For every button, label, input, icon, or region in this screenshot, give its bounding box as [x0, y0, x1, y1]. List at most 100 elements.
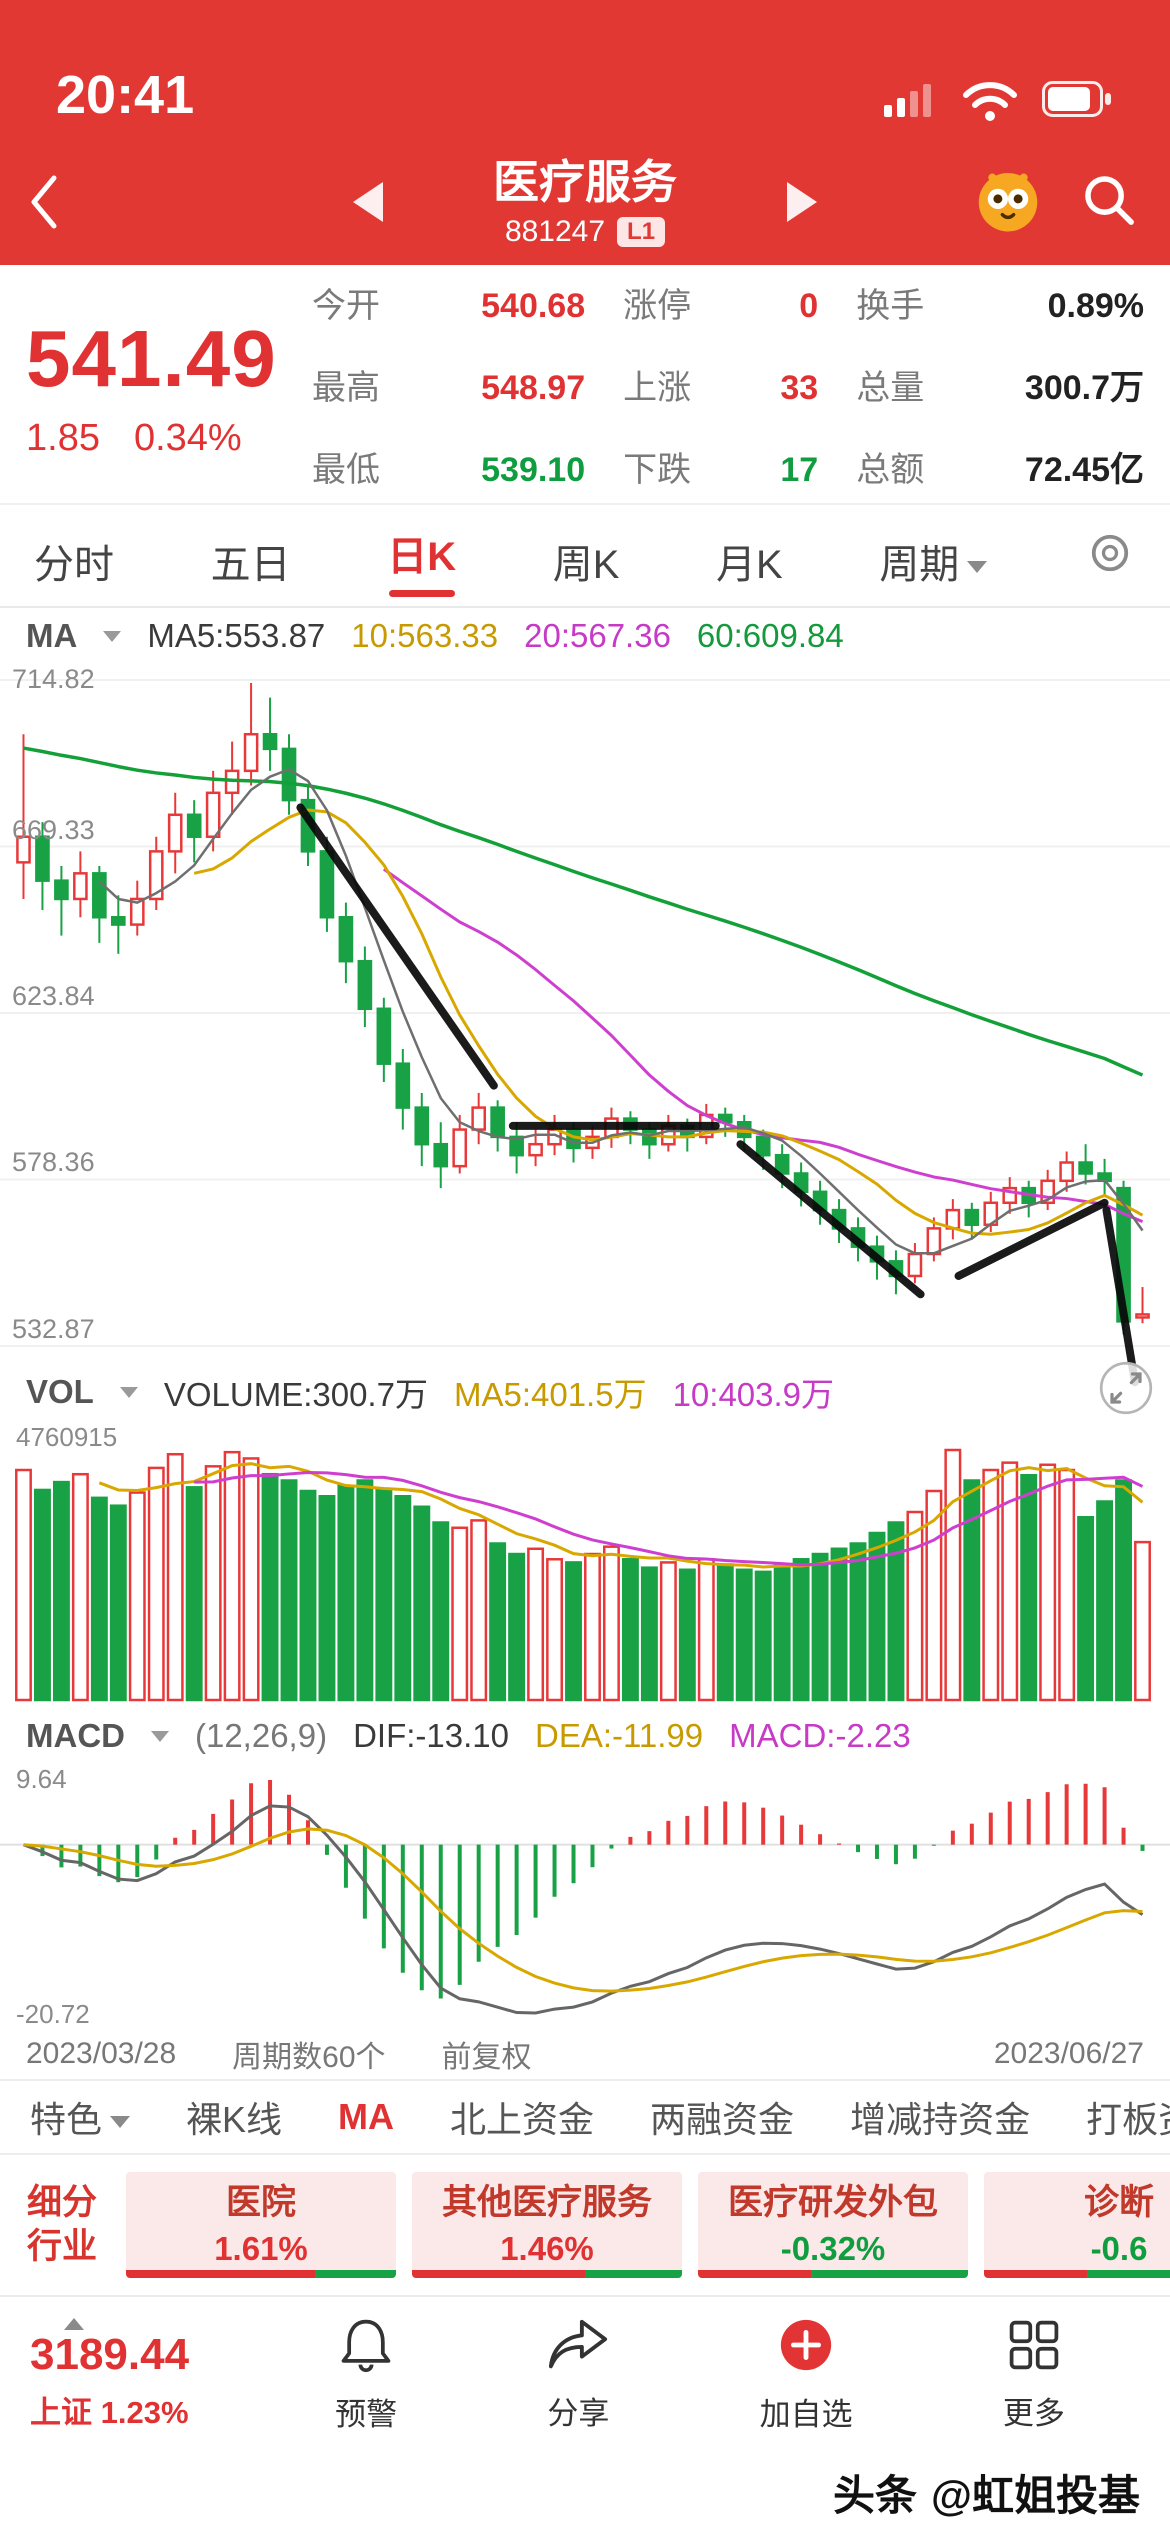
back-button[interactable] [26, 164, 86, 244]
start-date: 2023/03/28 [26, 2037, 177, 2070]
stat-label: 总额 [856, 451, 925, 489]
vol-label[interactable]: VOL [26, 1373, 94, 1410]
stock-code: 881247 [504, 214, 606, 248]
ma-indicator-legend[interactable]: MA MA5:553.87 10:563.33 20:567.36 60:609… [0, 608, 1170, 664]
sub-sector-row: 细分 行业 医院 1.61% 其他医疗服务 1.46% 医疗研发外包 -0.32… [0, 2155, 1170, 2295]
chevron-down-icon [103, 630, 122, 642]
index-quote-shanghai[interactable]: 3189.44 上证 1.23% [30, 2318, 260, 2431]
tab-daily-k[interactable]: 日K [387, 514, 456, 597]
watermark-prefix: 头条 [833, 2472, 918, 2519]
bottom-nav: 3189.44 上证 1.23% 预警 分享 加自选 更多 [0, 2295, 1170, 2453]
ftab-holdings[interactable]: 增减持资金 [850, 2099, 1031, 2140]
ftab-margin[interactable]: 两融资金 [650, 2099, 795, 2140]
stat-value: 0.89% [1047, 287, 1144, 325]
adjust-mode[interactable]: 前复权 [441, 2041, 532, 2074]
add-watchlist-button[interactable]: 加自选 [760, 2316, 853, 2434]
more-button[interactable]: 更多 [1003, 2317, 1065, 2433]
advance-decline-bar [984, 2270, 1170, 2278]
price-change-pct: 0.34% [133, 416, 242, 459]
advance-decline-bar [126, 2270, 396, 2278]
ma20-value: 20:567.36 [524, 617, 671, 654]
dif-value: DIF:-13.10 [353, 1717, 509, 1754]
share-button[interactable]: 分享 [547, 2317, 609, 2433]
sector-card-hospital[interactable]: 医院 1.61% [126, 2172, 396, 2278]
price-axis-label: 623.84 [12, 981, 95, 1012]
index-name: 上证 [30, 2394, 92, 2430]
status-icons [884, 77, 1114, 126]
ftab-special[interactable]: 特色 [30, 2091, 131, 2143]
watermark-handle: @虹姐投基 [931, 2472, 1140, 2519]
search-button[interactable] [1078, 169, 1140, 236]
macd-label[interactable]: MACD [26, 1717, 125, 1754]
vol-ma10-value: 10:403.9万 [672, 1376, 835, 1413]
stat-value: 17 [780, 451, 819, 489]
mascot-button[interactable] [972, 164, 1044, 241]
ftab-northbound[interactable]: 北上资金 [450, 2099, 595, 2140]
stat-label: 今开 [312, 287, 380, 325]
volume-chart[interactable]: 4760915 [0, 1420, 1170, 1708]
macd-chart[interactable]: 9.64 -20.72 [0, 1764, 1170, 2029]
scroll-up-indicator [64, 2318, 84, 2331]
period-tab-bar: 分时 五日 日K 周K 月K 周期 [0, 505, 1170, 608]
tab-monthly-k[interactable]: 月K [716, 542, 783, 587]
price-axis-label: 669.33 [12, 814, 95, 845]
stat-value: 540.68 [481, 287, 586, 325]
chevron-left-icon [26, 170, 62, 239]
next-stock-button[interactable] [787, 182, 817, 223]
stat-value: 0 [799, 287, 819, 325]
index-change: 1.23% [100, 2394, 189, 2430]
tab-weekly-k[interactable]: 周K [552, 542, 620, 587]
bell-icon [336, 2316, 396, 2379]
ftab-ma[interactable]: MA [338, 2096, 395, 2137]
stat-label: 上涨 [623, 369, 692, 407]
sector-card-diagnosis[interactable]: 诊断 -0.6 [984, 2172, 1170, 2278]
stat-value: 539.10 [481, 451, 586, 489]
stat-value: 33 [780, 369, 819, 407]
macd-value: MACD:-2.23 [729, 1717, 911, 1754]
stat-label: 最高 [312, 369, 380, 407]
end-date: 2023/06/27 [993, 2037, 1144, 2070]
tab-timeline[interactable]: 分时 [34, 542, 114, 587]
level-badge: L1 [617, 216, 666, 247]
header: 医疗服务 881247 L1 [0, 140, 1170, 265]
price-axis-label: 578.36 [12, 1147, 95, 1178]
macd-params: (12,26,9) [194, 1717, 328, 1754]
stat-label: 下跌 [623, 451, 692, 489]
ma-label[interactable]: MA [26, 617, 78, 654]
wifi-icon [960, 77, 1020, 126]
page-title: 医疗服务 [493, 156, 677, 209]
chevron-down-icon [119, 1386, 138, 1398]
stat-label: 涨停 [623, 287, 692, 325]
feature-tab-bar: 特色 裸K线 MA 北上资金 两融资金 增减持资金 打板资金 [0, 2079, 1170, 2155]
advance-decline-bar [698, 2270, 968, 2278]
stat-label: 总量 [856, 369, 925, 407]
price-change: 1.85 [26, 416, 100, 459]
quote-panel: 541.49 1.85 0.34% 今开 540.68 涨停 0 换手 0.89% 最… [0, 265, 1170, 505]
clock: 20:41 [56, 65, 195, 125]
chart-footer: 2023/03/28 周期数60个 前复权 2023/06/27 [0, 2029, 1170, 2079]
sector-card-cro[interactable]: 医疗研发外包 -0.32% [698, 2172, 968, 2278]
ftab-board-funds[interactable]: 打板资金 [1086, 2099, 1170, 2140]
chevron-down-icon [150, 1730, 169, 1742]
sector-group-label: 细分 行业 [26, 2183, 97, 2266]
candlestick-chart[interactable]: 714.82 669.33 623.84 578.36 532.87 [0, 664, 1170, 1387]
alert-button[interactable]: 预警 [335, 2316, 397, 2434]
tab-5day[interactable]: 五日 [210, 542, 291, 587]
sector-card-other-medical[interactable]: 其他医疗服务 1.46% [412, 2172, 682, 2278]
fullscreen-button[interactable] [1098, 1360, 1154, 1416]
chevron-down-icon [967, 560, 988, 573]
stat-label: 最低 [312, 451, 380, 489]
price-axis-label: 532.87 [12, 1314, 95, 1344]
chart-settings-button[interactable] [1084, 527, 1136, 584]
ftab-naked-k[interactable]: 裸K线 [186, 2099, 283, 2140]
prev-stock-button[interactable] [353, 182, 383, 223]
volume-indicator-legend[interactable]: VOL VOLUME:300.7万 MA5:401.5万 10:403.9万 [0, 1361, 1170, 1420]
price-axis-label: 714.82 [12, 664, 95, 694]
macd-axis-min: -20.72 [16, 1999, 90, 2029]
stat-value: 72.45亿 [1024, 451, 1144, 489]
stat-label: 换手 [856, 287, 925, 325]
macd-indicator-legend[interactable]: MACD (12,26,9) DIF:-13.10 DEA:-11.99 MAC… [0, 1708, 1170, 1764]
macd-axis-max: 9.64 [16, 1764, 67, 1794]
tab-period-dropdown[interactable]: 周期 [879, 522, 988, 590]
